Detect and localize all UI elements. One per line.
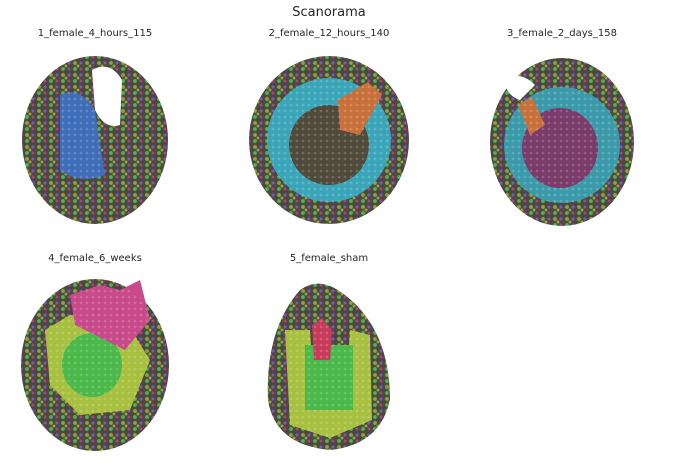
texture: [267, 283, 390, 450]
tissue-panel-4: [21, 279, 169, 451]
texture: [21, 279, 169, 451]
panel-title: 4_female_6_weeks: [48, 253, 142, 264]
tissue-panel-2: [249, 56, 409, 224]
panel-title: 1_female_4_hours_115: [38, 28, 152, 39]
figure-title: Scanorama: [292, 5, 366, 20]
texture: [22, 56, 168, 224]
tissue-panel-3: [490, 58, 634, 226]
tissue-panel-1: [22, 56, 168, 224]
panel-title: 5_female_sham: [290, 253, 368, 264]
panel-title: 3_female_2_days_158: [507, 28, 617, 39]
texture: [490, 58, 634, 226]
panel-title: 2_female_12_hours_140: [269, 28, 390, 39]
texture: [249, 56, 409, 224]
tissue-panel-5: [267, 283, 390, 450]
